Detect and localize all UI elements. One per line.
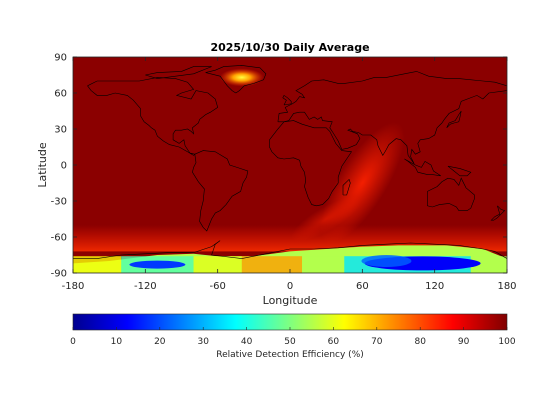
colorbar-tick-label: 60 [328, 337, 340, 347]
x-tick-label: 120 [425, 281, 444, 292]
colorbar-label: Relative Detection Efficiency (%) [216, 350, 364, 360]
heatmap-plot-area [73, 57, 507, 273]
y-axis-label: Latitude [36, 142, 49, 188]
y-tick-label: 0 [61, 161, 67, 172]
x-tick-label: 60 [356, 281, 369, 292]
x-axis-ticks: -180 -120 -60 0 60 120 180 [62, 57, 517, 292]
coastline-uk [282, 94, 292, 106]
colorbar-tick-label: 30 [197, 337, 209, 347]
y-tick-label: 30 [54, 125, 67, 136]
greenland-feature [219, 68, 264, 87]
coastline-indonesia [404, 158, 441, 177]
coastline-new-guinea [447, 165, 472, 177]
chart-title: 2025/10/30 Daily Average [210, 41, 369, 54]
antarctica-strip [73, 256, 122, 273]
coastline-antarctica-coast [73, 240, 507, 259]
coastlines [73, 65, 507, 259]
antarctica-strip [470, 256, 507, 273]
y-tick-label: 60 [54, 89, 67, 100]
coastline-africa [269, 120, 353, 207]
colorbar-tick-label: 100 [498, 337, 515, 347]
colorbar-tick-label: 10 [111, 337, 123, 347]
x-tick-label: 180 [497, 281, 516, 292]
coastline-japan [446, 110, 462, 129]
colorbar-tick-label: 20 [154, 337, 166, 347]
heatmap-field [73, 68, 507, 273]
coastline-greenland [205, 65, 267, 94]
y-tick-label: -30 [51, 197, 67, 208]
colorbar-tick-label: 70 [371, 337, 383, 347]
colorbar-tick-label: 0 [70, 337, 76, 347]
x-tick-label: -120 [134, 281, 157, 292]
colorbar-ticks: 0 10 20 30 40 50 60 70 80 90 100 [70, 327, 516, 347]
coastline-new-zealand [490, 205, 506, 221]
coastline-eurasia [277, 71, 507, 164]
coastline-north-america [87, 77, 219, 156]
x-tick-label: 0 [287, 281, 293, 292]
colorbar-tick-label: 80 [414, 337, 426, 347]
colorbar-tick-label: 50 [284, 337, 296, 347]
coastline-arctic-islands [145, 66, 212, 79]
east-antarctica-edge [361, 255, 412, 267]
antarctica-strip [302, 256, 345, 273]
y-axis-ticks: 90 60 30 0 -30 -60 -90 [51, 53, 507, 280]
antarctica-strip [241, 256, 303, 273]
antarctica-strip [193, 256, 242, 273]
colorbar-tick-label: 90 [458, 337, 470, 347]
coastline-madagascar [342, 178, 351, 196]
x-tick-label: -60 [209, 281, 225, 292]
x-tick-label: -180 [62, 281, 85, 292]
y-tick-label: 90 [54, 53, 67, 64]
coastline-south-america [192, 150, 249, 232]
x-axis-label: Longitude [263, 294, 318, 307]
coastline-australia [427, 177, 475, 211]
west-antarctica-feature [129, 260, 186, 269]
y-tick-label: -90 [51, 269, 67, 280]
colorbar-tick-label: 40 [241, 337, 253, 347]
y-tick-label: -60 [51, 233, 67, 244]
